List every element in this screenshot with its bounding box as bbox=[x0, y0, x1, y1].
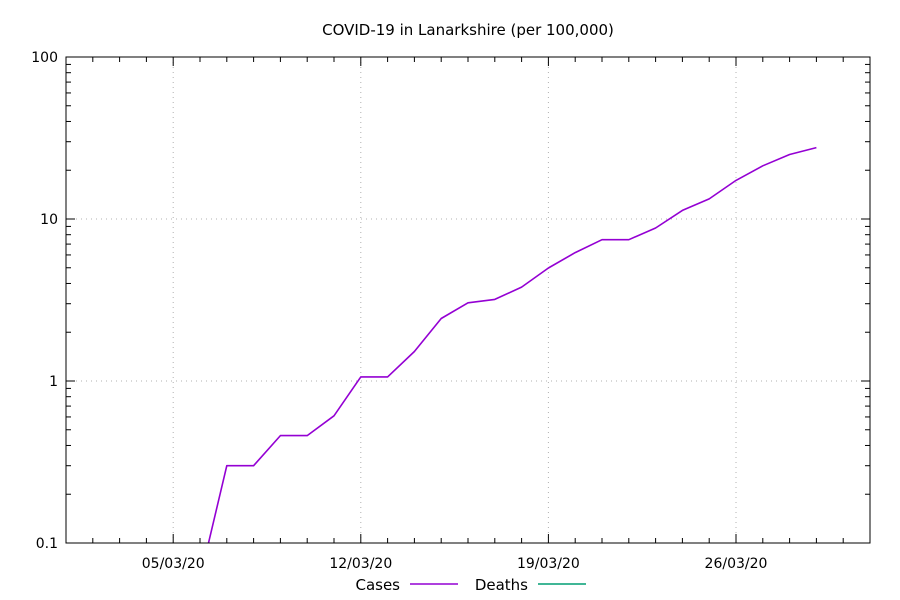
grid bbox=[66, 57, 870, 543]
x-tick-label: 12/03/20 bbox=[329, 556, 392, 572]
y-tick-label: 1 bbox=[49, 374, 58, 390]
y-tick-label: 10 bbox=[40, 212, 58, 228]
x-tick-label: 19/03/20 bbox=[517, 556, 580, 572]
series-line-cases bbox=[207, 146, 817, 543]
legend-label-cases: Cases bbox=[355, 576, 400, 594]
axis-ticks: 0.1 1 10 100 05/03/20 12/03/20 19/03/20 26/03/2… bbox=[31, 50, 870, 572]
legend-label-deaths: Deaths bbox=[475, 576, 528, 594]
x-tick-label: 26/03/20 bbox=[705, 556, 768, 572]
plot-frame bbox=[65, 56, 871, 544]
legend: Cases Deaths bbox=[355, 576, 586, 594]
chart-title: COVID-19 in Lanarkshire (per 100,000) bbox=[322, 21, 614, 39]
series bbox=[207, 146, 817, 543]
y-tick-label: 0.1 bbox=[36, 536, 58, 552]
y-tick-label: 100 bbox=[31, 50, 58, 66]
x-tick-label: 05/03/20 bbox=[142, 556, 205, 572]
